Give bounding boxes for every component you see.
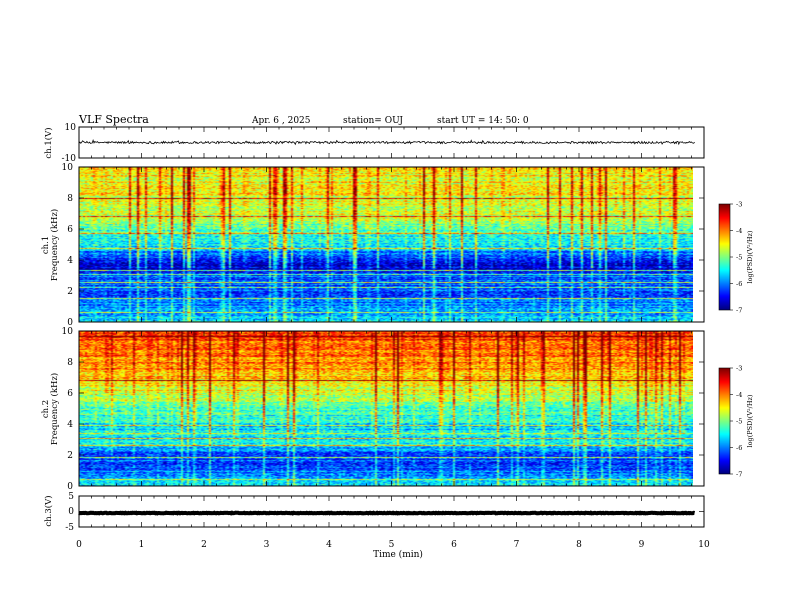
ch3-waveform-ylabel: ch.3(V): [43, 495, 54, 526]
ch3-waveform-panel: 5 0 -5 ch.3(V): [43, 492, 705, 533]
ch2-colorbar: -3 -4 -5 -6 -7 log(PSD)(V²/Hz): [718, 364, 754, 478]
x-tick-label: 4: [326, 540, 332, 550]
x-tick-label: 7: [514, 540, 520, 550]
colorbar-tick-label: -6: [736, 280, 742, 288]
ch1-ytick-10: 10: [65, 123, 77, 133]
ch3-ytick-neg5: -5: [65, 523, 74, 533]
ch1-ytick-6k: 6: [67, 225, 73, 235]
ch2-spectrogram-ylabel-line1: ch.2: [41, 400, 51, 418]
ch1-ytick-8k: 8: [67, 194, 73, 204]
ch1-colorbar-gradient: [719, 204, 730, 310]
ch2-ytick-2k: 2: [67, 451, 73, 461]
ch1-spectrogram-ylabel-line1: ch.1: [41, 236, 51, 254]
ch2-spectrogram-panel: 10 8 6 4 2 0 ch.2 Frequency (kHz): [41, 327, 705, 492]
ch1-ytick-0k: 0: [67, 318, 73, 328]
x-tick-label: 0: [76, 540, 82, 550]
ch1-spectrogram-ylabel-line2: Frequency (kHz): [49, 209, 60, 281]
ch1-ytick-4k: 4: [67, 256, 73, 266]
header-date: Apr. 6 , 2025: [251, 116, 311, 126]
ch2-ytick-10k: 10: [62, 327, 74, 337]
ch2-spectrogram-ylabel-line2: Frequency (kHz): [49, 373, 60, 445]
ch1-waveform-ylabel: ch.1(V): [43, 127, 54, 158]
x-tick-label: 2: [201, 540, 207, 550]
ch1-waveform-panel: 10 -10 ch.1(V): [43, 123, 705, 164]
colorbar-tick-label: -4: [736, 391, 742, 399]
x-tick-label: 6: [451, 540, 457, 550]
x-tick-label: 5: [389, 540, 395, 550]
colorbar-tick-label: -4: [736, 227, 742, 235]
x-tick-label: 9: [639, 540, 645, 550]
ch3-waveform-trace: [78, 510, 696, 516]
ch1-spectrogram-ticks: [78, 166, 705, 323]
ch2-ytick-4k: 4: [67, 420, 73, 430]
ch1-spectrogram-image: [79, 167, 693, 322]
x-tick-label: 3: [264, 540, 270, 550]
ch1-colorbar-label: log(PSD)(V²/Hz): [746, 230, 754, 283]
ch2-colorbar-label: log(PSD)(V²/Hz): [746, 394, 754, 447]
x-axis-label: Time (min): [373, 549, 423, 560]
ch2-spectrogram-image: [79, 331, 693, 486]
colorbar-tick-label: -5: [736, 253, 742, 261]
ch1-spectrogram-panel: 10 8 6 4 2 0 ch.1 Frequency (kHz): [41, 163, 705, 328]
ch1-waveform-trace: [78, 139, 695, 146]
colorbar-tick-label: -3: [736, 200, 742, 208]
x-tick-label: 8: [576, 540, 582, 550]
ch1-colorbar-ticks: -3 -4 -5 -6 -7: [730, 200, 742, 314]
colorbar-tick-label: -6: [736, 444, 742, 452]
ch2-ytick-8k: 8: [67, 358, 73, 368]
ch1-ytick-2k: 2: [67, 287, 73, 297]
x-tick-label: 1: [139, 540, 145, 550]
ch1-colorbar: -3 -4 -5 -6 -7 log(PSD)(V²/Hz): [718, 200, 754, 314]
ch3-ytick-5: 5: [68, 492, 74, 502]
header-start-time: start UT = 14: 50: 0: [437, 116, 529, 126]
ch2-ytick-0k: 0: [67, 482, 73, 492]
ch1-ytick-neg10: -10: [62, 154, 77, 164]
ch1-ytick-10k: 10: [62, 163, 74, 173]
figure-title: VLF Spectra: [78, 113, 149, 126]
x-tick-label: 10: [698, 540, 710, 550]
ch3-ytick-0: 0: [68, 507, 74, 517]
ch1-waveform-ticks: [78, 126, 705, 159]
x-axis-tick-labels: 0 1 2 3 4 5 6 7 8 9 10: [76, 540, 710, 550]
ch2-colorbar-gradient: [719, 368, 730, 474]
ch2-ytick-6k: 6: [67, 389, 73, 399]
colorbar-tick-label: -3: [736, 364, 742, 372]
ch2-spectrogram-ticks: [78, 330, 705, 487]
colorbar-tick-label: -7: [736, 470, 742, 478]
colorbar-tick-label: -7: [736, 306, 742, 314]
colorbar-tick-label: -5: [736, 417, 742, 425]
header-station: station= OUJ: [343, 116, 403, 126]
ch3-waveform-ticks: [78, 495, 705, 528]
ch2-colorbar-ticks: -3 -4 -5 -6 -7: [730, 364, 742, 478]
